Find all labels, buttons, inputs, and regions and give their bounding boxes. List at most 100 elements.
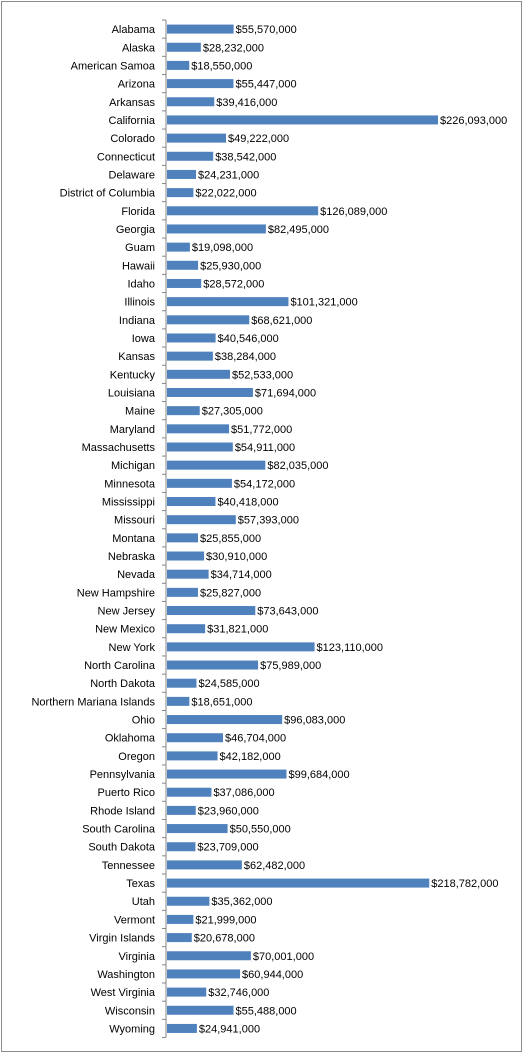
bar xyxy=(167,715,283,725)
category-label: Louisiana xyxy=(108,387,156,399)
category-label: Iowa xyxy=(132,333,156,345)
category-label: Ohio xyxy=(132,715,155,727)
data-label: $46,704,000 xyxy=(225,733,286,745)
category-label: Puerto Rico xyxy=(98,787,155,799)
bar xyxy=(167,424,230,434)
data-label: $50,550,000 xyxy=(230,824,291,836)
category-label: New Mexico xyxy=(95,624,155,636)
category-label: Wyoming xyxy=(109,1023,155,1035)
category-label: Connecticut xyxy=(97,151,155,163)
bar xyxy=(167,151,214,161)
category-label: Minnesota xyxy=(104,478,156,490)
bar xyxy=(167,696,190,706)
bar xyxy=(167,115,438,125)
bar xyxy=(167,660,259,670)
data-label: $62,482,000 xyxy=(244,860,305,872)
bar xyxy=(167,733,223,743)
category-label: Nevada xyxy=(117,569,156,581)
bar xyxy=(167,951,251,961)
bar xyxy=(167,642,315,652)
category-label: Oregon xyxy=(118,751,155,763)
category-label: Nebraska xyxy=(108,551,156,563)
bar xyxy=(167,260,199,270)
data-label: $23,960,000 xyxy=(198,805,259,817)
data-label: $21,999,000 xyxy=(195,914,256,926)
data-label: $30,910,000 xyxy=(206,551,267,563)
bar xyxy=(167,206,319,216)
data-label: $19,098,000 xyxy=(192,242,253,254)
bar xyxy=(167,569,209,579)
data-label: $54,172,000 xyxy=(234,478,295,490)
bar xyxy=(167,60,190,70)
bar xyxy=(167,133,226,143)
category-label: Montana xyxy=(112,533,156,545)
data-label: $123,110,000 xyxy=(317,642,383,654)
data-label: $18,550,000 xyxy=(191,60,252,72)
category-label: Arkansas xyxy=(109,97,155,109)
category-label: Utah xyxy=(132,896,155,908)
bar xyxy=(167,188,194,198)
category-label: Wisconsin xyxy=(105,1005,155,1017)
category-label: New York xyxy=(109,642,156,654)
data-label: $35,362,000 xyxy=(211,896,272,908)
data-label: $51,772,000 xyxy=(231,424,292,436)
bar xyxy=(167,1005,234,1015)
category-label: Kentucky xyxy=(110,369,156,381)
data-label: $49,222,000 xyxy=(228,133,289,145)
data-label: $25,855,000 xyxy=(200,533,261,545)
category-label: California xyxy=(109,115,156,127)
bar xyxy=(167,624,206,634)
bar xyxy=(167,278,202,288)
category-label: Oklahoma xyxy=(105,733,156,745)
data-label: $38,284,000 xyxy=(215,351,276,363)
data-label: $71,694,000 xyxy=(255,387,316,399)
data-label: $218,782,000 xyxy=(431,878,498,890)
data-label: $101,321,000 xyxy=(290,297,357,309)
bar xyxy=(167,606,256,616)
category-label: Northern Mariana Islands xyxy=(31,696,155,708)
category-label: New Jersey xyxy=(98,606,156,618)
bar xyxy=(167,842,196,852)
data-label: $18,651,000 xyxy=(191,696,252,708)
data-label: $60,944,000 xyxy=(242,969,303,981)
bar xyxy=(167,297,289,307)
category-label: Texas xyxy=(126,878,155,890)
bar xyxy=(167,242,190,252)
category-label: Colorado xyxy=(110,133,155,145)
category-label: North Carolina xyxy=(84,660,156,672)
bar xyxy=(167,515,236,525)
data-label: $24,941,000 xyxy=(199,1023,260,1035)
data-label: $68,621,000 xyxy=(251,315,312,327)
data-label: $31,821,000 xyxy=(207,624,268,636)
bar xyxy=(167,42,201,52)
category-label: Vermont xyxy=(114,914,155,926)
category-label: Maryland xyxy=(110,424,155,436)
data-label: $22,022,000 xyxy=(195,188,256,200)
category-label: Mississippi xyxy=(102,497,155,509)
category-label: West Virginia xyxy=(91,987,156,999)
category-label: Washington xyxy=(97,969,155,981)
bar xyxy=(167,497,216,507)
bar xyxy=(167,369,230,379)
data-label: $25,930,000 xyxy=(200,260,261,272)
data-label: $20,678,000 xyxy=(194,933,255,945)
bar xyxy=(167,442,233,452)
data-label: $34,714,000 xyxy=(211,569,272,581)
data-label: $40,418,000 xyxy=(217,497,278,509)
data-label: $226,093,000 xyxy=(440,115,507,127)
bar xyxy=(167,805,196,815)
category-label: Pennsylvania xyxy=(90,769,156,781)
data-label: $37,086,000 xyxy=(213,787,274,799)
bar xyxy=(167,387,253,397)
category-label: Georgia xyxy=(116,224,156,236)
bar xyxy=(167,169,197,179)
bar xyxy=(167,824,228,834)
category-label: North Dakota xyxy=(90,678,156,690)
category-label: Alabama xyxy=(112,24,156,36)
bar xyxy=(167,460,266,470)
data-label: $27,305,000 xyxy=(202,406,263,418)
category-label: Missouri xyxy=(114,515,155,527)
bar xyxy=(167,896,210,906)
